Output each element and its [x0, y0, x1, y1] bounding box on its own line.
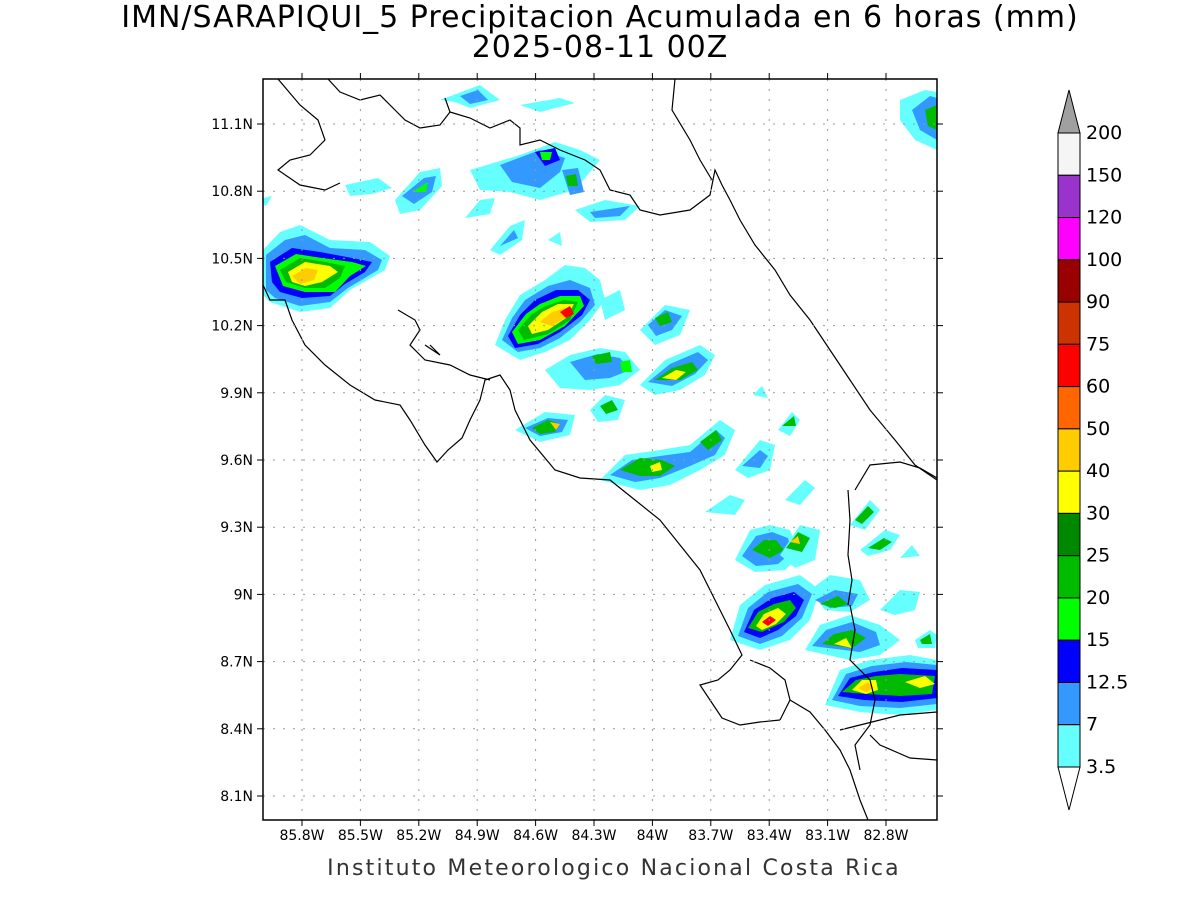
- y-tick-label: 9.3N: [220, 520, 253, 536]
- y-tick-label: 10.2N: [211, 319, 253, 335]
- colorbar: 200 150 120 100 90 75 60 50 40 30 25 20 15 12.5 7 3.5: [1057, 89, 1128, 811]
- colorbar-label: 90: [1086, 291, 1110, 313]
- y-tick-label: 9.6N: [220, 453, 253, 469]
- y-tick-label: 10.8N: [211, 184, 253, 200]
- rain-band-central: [600, 386, 815, 515]
- x-tick-label: 84.6W: [513, 828, 558, 844]
- colorbar-label: 12.5: [1086, 671, 1128, 693]
- footer-credit: Instituto Meteorologico Nacional Costa R…: [327, 856, 901, 881]
- chart-title: IMN/SARAPIQUI_5 Precipitacion Acumulada …: [121, 0, 1079, 35]
- y-tick-label: 9.9N: [220, 386, 253, 402]
- colorbar-segment: [1057, 597, 1081, 641]
- colorbar-arrow-top: [1057, 89, 1081, 134]
- colorbar-segment: [1057, 259, 1081, 303]
- colorbar-segment: [1057, 386, 1081, 430]
- x-tick-label: 82.8W: [863, 828, 908, 844]
- colorbar-segment: [1057, 724, 1081, 768]
- colorbar-arrow-bottom: [1057, 766, 1081, 811]
- x-tick-label: 84.3W: [571, 828, 616, 844]
- axes: 11.1N 10.8N 10.5N 10.2N 9.9N 9.6N 9.3N 9N 8.7N 8.…: [211, 73, 943, 844]
- x-tick-label: 84W: [637, 828, 669, 844]
- x-tick-label: 85.5W: [338, 828, 383, 844]
- rain-cell-84w: [515, 305, 715, 442]
- y-tick-label: 10.5N: [211, 251, 253, 267]
- colorbar-label: 75: [1086, 333, 1110, 355]
- colorbar-segment: [1057, 343, 1081, 388]
- y-tick-label: 8.7N: [220, 655, 253, 671]
- x-tick-label: 85.2W: [396, 828, 441, 844]
- colorbar-label: 15: [1086, 629, 1110, 651]
- colorbar-label: 7: [1086, 714, 1098, 736]
- colorbar-label: 60: [1086, 376, 1110, 398]
- colorbar-segment: [1057, 301, 1081, 345]
- chart-subtitle-datetime: 2025-08-11 00Z: [471, 30, 729, 65]
- colorbar-segment: [1057, 555, 1081, 599]
- rain-band-north: [395, 85, 937, 255]
- graticule-grid: [263, 79, 937, 820]
- colorbar-segment: [1057, 512, 1081, 557]
- y-tick-label: 11.1N: [211, 117, 253, 133]
- colorbar-segment: [1057, 174, 1081, 219]
- x-tick-label: 83.4W: [747, 828, 792, 844]
- colorbar-segment: [1057, 132, 1081, 176]
- colorbar-label: 3.5: [1086, 756, 1116, 778]
- rain-cluster-southeast: [730, 500, 937, 715]
- colorbar-label: 150: [1086, 164, 1122, 186]
- rain-cell-central: [495, 265, 640, 390]
- colorbar-label: 30: [1086, 502, 1110, 524]
- precipitation-field: [263, 85, 937, 715]
- x-tick-label: 84.9W: [455, 828, 500, 844]
- x-tick-label: 83.1W: [805, 828, 850, 844]
- colorbar-segment: [1057, 428, 1081, 472]
- y-tick-label: 9N: [234, 587, 253, 603]
- colorbar-label: 50: [1086, 418, 1110, 440]
- colorbar-label: 40: [1086, 460, 1110, 482]
- coastline-borders: [263, 79, 937, 820]
- plot-frame: [262, 78, 938, 821]
- colorbar-segment: [1057, 681, 1081, 726]
- x-tick-label: 83.7W: [688, 828, 733, 844]
- y-tick-label: 8.1N: [220, 789, 253, 805]
- x-tick-label: 85.8W: [279, 828, 324, 844]
- colorbar-segment: [1057, 470, 1081, 514]
- colorbar-segment: [1057, 639, 1081, 683]
- colorbar-label: 200: [1086, 122, 1122, 144]
- colorbar-segment: [1057, 217, 1081, 261]
- y-tick-label: 8.4N: [220, 722, 253, 738]
- colorbar-label: 20: [1086, 587, 1110, 609]
- colorbar-label: 120: [1086, 207, 1122, 229]
- rain-cell-nw-coast: [263, 178, 392, 312]
- colorbar-label: 100: [1086, 249, 1122, 271]
- colorbar-label: 25: [1086, 545, 1110, 567]
